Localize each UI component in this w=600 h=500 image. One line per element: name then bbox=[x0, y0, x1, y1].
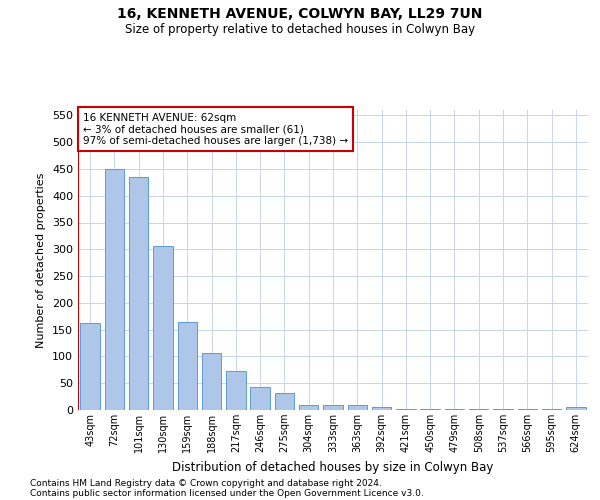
Bar bbox=[153, 246, 173, 410]
Text: Contains public sector information licensed under the Open Government Licence v3: Contains public sector information licen… bbox=[30, 488, 424, 498]
Bar bbox=[80, 322, 100, 410]
Y-axis label: Number of detached properties: Number of detached properties bbox=[37, 172, 46, 348]
Bar bbox=[178, 322, 197, 410]
Bar bbox=[323, 405, 343, 410]
Bar bbox=[202, 353, 221, 410]
Bar bbox=[226, 371, 245, 410]
Bar bbox=[396, 409, 416, 410]
Bar bbox=[566, 408, 586, 410]
Bar bbox=[299, 404, 319, 410]
Text: 16, KENNETH AVENUE, COLWYN BAY, LL29 7UN: 16, KENNETH AVENUE, COLWYN BAY, LL29 7UN bbox=[118, 8, 482, 22]
Bar bbox=[275, 393, 294, 410]
Bar bbox=[129, 177, 148, 410]
Bar bbox=[372, 408, 391, 410]
Bar bbox=[250, 387, 270, 410]
Bar bbox=[347, 405, 367, 410]
Bar bbox=[421, 409, 440, 410]
Text: Contains HM Land Registry data © Crown copyright and database right 2024.: Contains HM Land Registry data © Crown c… bbox=[30, 478, 382, 488]
X-axis label: Distribution of detached houses by size in Colwyn Bay: Distribution of detached houses by size … bbox=[172, 460, 494, 473]
Text: 16 KENNETH AVENUE: 62sqm
← 3% of detached houses are smaller (61)
97% of semi-de: 16 KENNETH AVENUE: 62sqm ← 3% of detache… bbox=[83, 112, 348, 146]
Text: Size of property relative to detached houses in Colwyn Bay: Size of property relative to detached ho… bbox=[125, 22, 475, 36]
Bar bbox=[105, 169, 124, 410]
